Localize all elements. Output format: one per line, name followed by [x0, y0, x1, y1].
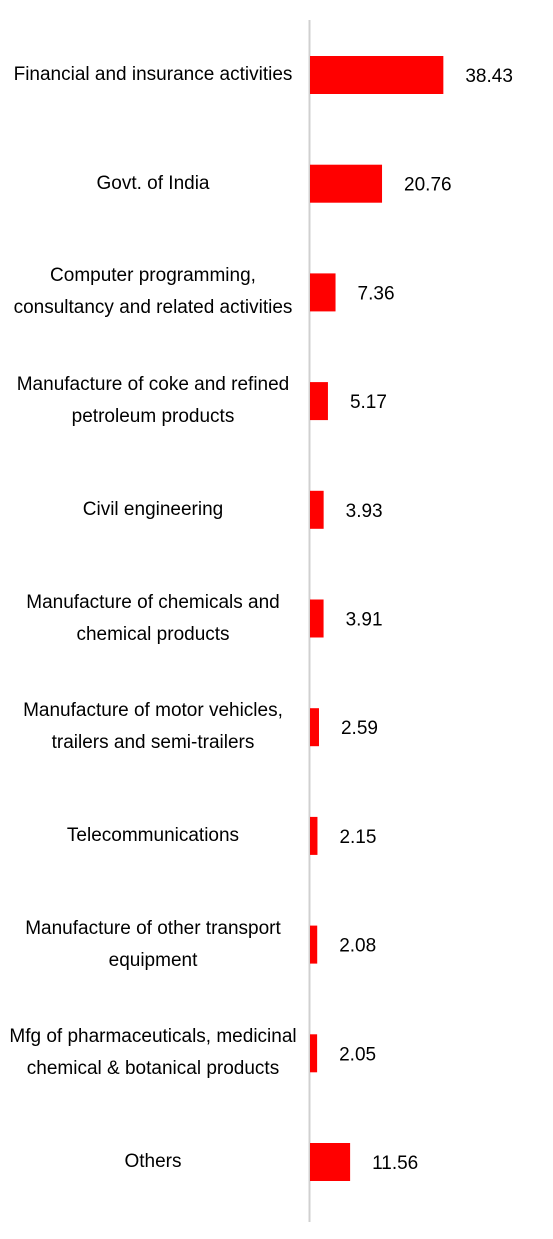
category-label: Govt. of India — [96, 172, 210, 194]
bar — [310, 599, 324, 638]
value-label: 2.08 — [339, 936, 376, 957]
bar — [310, 1143, 351, 1181]
category-label: Manufacture of other transport equipment — [25, 917, 281, 971]
value-label: 38.43 — [465, 66, 513, 87]
bar — [310, 816, 318, 855]
category-label: Manufacture of motor vehicles, trailers … — [23, 700, 283, 754]
value-label: 3.91 — [346, 610, 383, 631]
bar — [310, 1034, 318, 1073]
category-label: Computer programming, consultancy and re… — [13, 265, 293, 319]
bar — [310, 164, 383, 203]
bar — [310, 708, 319, 747]
category-label: Telecommunications — [66, 824, 240, 846]
category-label: Mfg of pharmaceuticals, medicinal chemic… — [9, 1026, 297, 1080]
category-label: Civil engineering — [82, 498, 224, 520]
bar — [310, 925, 318, 964]
category-label: Financial and insurance activities — [13, 64, 293, 85]
bar — [310, 382, 328, 421]
category-label: Others — [124, 1151, 182, 1172]
value-label: 2.05 — [339, 1044, 376, 1065]
value-label: 7.36 — [358, 283, 395, 304]
category-label: Manufacture of coke and refined petroleu… — [16, 374, 290, 428]
value-label: 11.56 — [372, 1153, 418, 1174]
value-label: 2.15 — [339, 827, 376, 848]
value-label: 5.17 — [350, 392, 387, 413]
category-label: Manufacture of chemicals and chemical pr… — [26, 591, 280, 645]
value-label: 20.76 — [404, 175, 452, 196]
bar — [310, 490, 324, 529]
bar — [310, 273, 336, 312]
value-label: 3.93 — [346, 501, 383, 522]
bar — [310, 56, 444, 94]
value-label: 2.59 — [341, 718, 378, 739]
